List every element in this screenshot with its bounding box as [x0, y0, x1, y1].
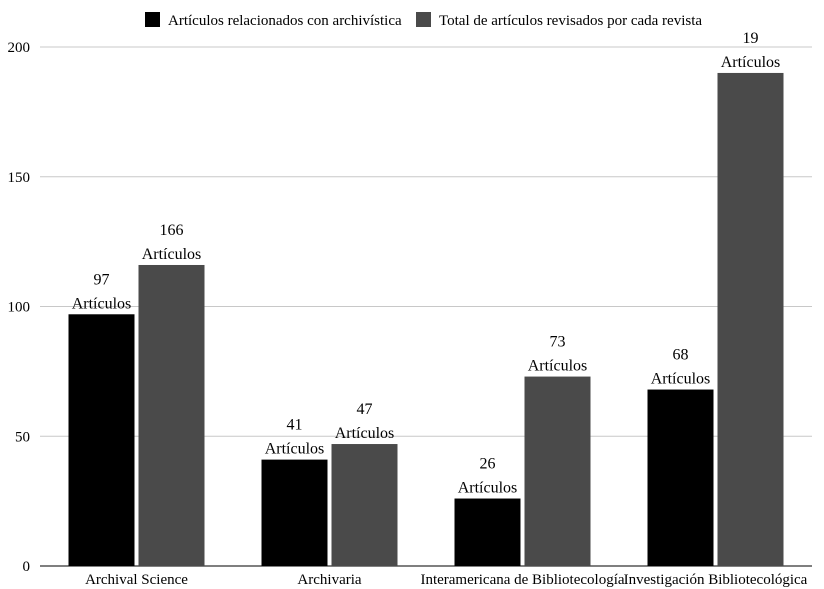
- bar-series-1-2: [261, 459, 328, 566]
- legend: Artículos relacionados con archivística …: [145, 12, 702, 29]
- data-label-value: 97: [94, 271, 110, 288]
- data-label-value: 68: [673, 347, 689, 364]
- data-label-unit: Artículos: [721, 54, 781, 71]
- data-label-value: 41: [287, 417, 303, 434]
- data-label-value: 47: [357, 401, 373, 418]
- data-label-unit: Artículos: [265, 441, 325, 458]
- data-label-unit: Artículos: [72, 295, 132, 312]
- x-tick-label: Archivaria: [297, 572, 361, 588]
- bar-series-1-1: [68, 314, 135, 566]
- x-tick-label: Investigación Bibliotecológica: [624, 572, 808, 588]
- data-label-value: 166: [160, 222, 184, 239]
- bar-series-2-1: [138, 264, 205, 566]
- bar-series-1-4: [647, 389, 714, 566]
- legend-swatch-series-2: [416, 12, 431, 27]
- y-tick-label: 0: [23, 559, 31, 575]
- data-label-value: 26: [480, 456, 496, 473]
- bar-series-2-3: [524, 376, 591, 566]
- y-axis: 0 50 100 150 200: [8, 40, 31, 575]
- data-label-value: 19: [743, 30, 759, 47]
- legend-label-series-2: Total de artículos revisados por cada re…: [439, 13, 702, 29]
- data-label-unit: Artículos: [528, 358, 588, 375]
- data-label-unit: Artículos: [142, 246, 202, 263]
- data-label-unit: Artículos: [651, 371, 711, 388]
- x-axis: Archival Science Archivaria Interamericana…: [85, 572, 808, 588]
- x-tick-label: Archival Science: [85, 572, 188, 588]
- data-label-unit: Artículos: [458, 480, 518, 497]
- legend-label-series-1: Artículos relacionados con archivística: [168, 13, 402, 29]
- y-tick-label: 50: [15, 429, 30, 445]
- y-tick-label: 150: [8, 170, 31, 186]
- legend-swatch-series-1: [145, 12, 160, 27]
- y-tick-label: 200: [8, 40, 31, 56]
- x-tick-label: Interamericana de Bibliotecología: [420, 572, 624, 588]
- y-tick-label: 100: [8, 300, 31, 316]
- data-label-unit: Artículos: [335, 425, 395, 442]
- data-label-value: 73: [550, 334, 566, 351]
- bar-series-1-3: [454, 498, 521, 566]
- data-labels: 97 Artículos 166 Artículos 41 Artículos 47 Artí…: [72, 30, 781, 497]
- bar-series-2-2: [331, 444, 398, 566]
- bar-series-2-4: [717, 72, 784, 566]
- bars: [68, 72, 784, 566]
